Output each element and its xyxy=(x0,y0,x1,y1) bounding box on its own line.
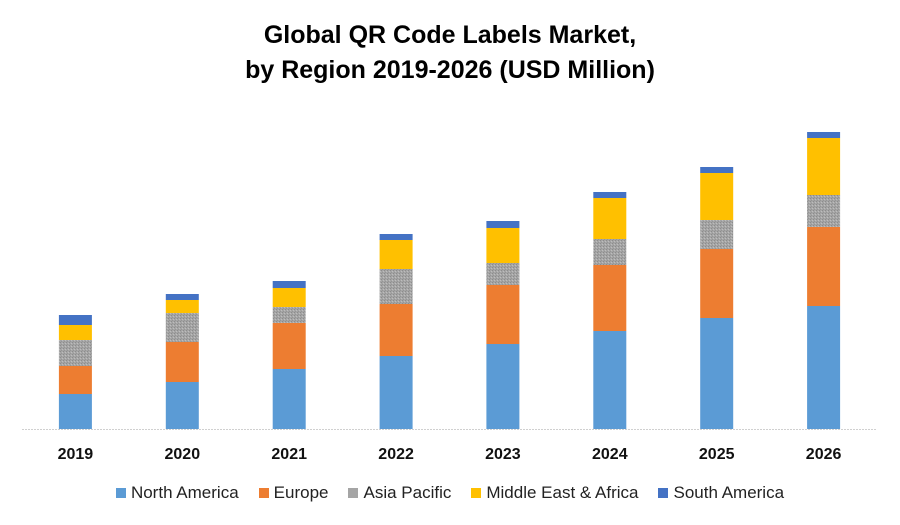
bar-2024-north-america xyxy=(593,331,627,429)
bar-2026-europe xyxy=(807,227,841,306)
bar-2024-south-america xyxy=(593,192,627,198)
chart-title-line-1: Global QR Code Labels Market, xyxy=(263,21,637,49)
bar-2026-south-america xyxy=(807,132,841,138)
bar-2025-north-america xyxy=(700,318,734,429)
x-tick-label-2026: 2026 xyxy=(806,446,842,463)
bar-2024-europe xyxy=(593,265,627,331)
bar-2022-asia-pacific xyxy=(379,269,413,304)
x-tick-label-2023: 2023 xyxy=(485,446,521,463)
bar-2022-europe xyxy=(379,304,413,356)
legend-swatch-south-america xyxy=(658,488,669,498)
legend: North America Europe Asia Pacific Middle Ea… xyxy=(0,483,900,503)
bar-2021-asia-pacific xyxy=(272,307,306,323)
x-tick-label-2025: 2025 xyxy=(699,446,735,463)
bar-2020-asia-pacific xyxy=(165,313,199,342)
bar-2026-north-america xyxy=(807,306,841,429)
bar-2024-middle-east-africa xyxy=(593,198,627,239)
bar-2019-middle-east-africa xyxy=(58,325,92,340)
legend-label-north-america: North America xyxy=(130,483,239,502)
legend-label-middle-east-africa: Middle East & Africa xyxy=(486,483,639,502)
bar-2025-asia-pacific xyxy=(700,220,734,249)
bar-2024-asia-pacific xyxy=(593,239,627,265)
legend-item-north-america: North America xyxy=(115,483,239,503)
bar-2021-middle-east-africa xyxy=(272,288,306,307)
legend-swatch-north-america xyxy=(115,488,126,498)
x-tick-label-2020: 2020 xyxy=(165,446,201,463)
bars-group xyxy=(58,132,841,429)
bar-2019-europe xyxy=(58,366,92,394)
legend-label-south-america: South America xyxy=(673,483,785,502)
bar-2023-europe xyxy=(486,285,520,344)
chart-title: Global QR Code Labels Market, by Region … xyxy=(0,18,900,88)
bar-2020-south-america xyxy=(165,294,199,300)
legend-swatch-asia-pacific xyxy=(348,488,359,498)
bar-2023-south-america xyxy=(486,221,520,228)
x-tick-labels: 2019 2020 2021 2022 2023 2024 2025 2026 xyxy=(58,446,842,463)
x-tick-label-2022: 2022 xyxy=(378,446,414,463)
x-tick-label-2019: 2019 xyxy=(58,446,94,463)
legend-item-middle-east-africa: Middle East & Africa xyxy=(471,483,638,503)
bar-2020-middle-east-africa xyxy=(165,300,199,313)
bar-2026-asia-pacific xyxy=(807,195,841,227)
bar-2026-middle-east-africa xyxy=(807,138,841,195)
x-tick-label-2024: 2024 xyxy=(592,446,628,463)
bar-2019-south-america xyxy=(58,315,92,325)
legend-item-asia-pacific: Asia Pacific xyxy=(348,483,451,503)
legend-item-europe: Europe xyxy=(258,483,329,503)
bar-2019-north-america xyxy=(58,394,92,429)
chart-title-line-2: by Region 2019-2026 (USD Million) xyxy=(245,56,655,84)
bar-2022-south-america xyxy=(379,234,413,240)
bar-2021-south-america xyxy=(272,281,306,288)
x-tick-label-2021: 2021 xyxy=(271,446,307,463)
bar-2020-north-america xyxy=(165,382,199,429)
bar-2019-asia-pacific xyxy=(58,340,92,366)
bar-2025-middle-east-africa xyxy=(700,173,734,220)
bar-2022-north-america xyxy=(379,356,413,429)
bar-2020-europe xyxy=(165,342,199,382)
legend-item-south-america: South America xyxy=(658,483,784,503)
stacked-bar-chart: 2019 2020 2021 2022 2023 2024 2025 2026 xyxy=(22,132,877,463)
bar-2023-middle-east-africa xyxy=(486,228,520,263)
bar-2025-europe xyxy=(700,249,734,318)
legend-swatch-europe xyxy=(258,488,269,498)
bar-2023-asia-pacific xyxy=(486,263,520,285)
bar-2023-north-america xyxy=(486,344,520,429)
bar-2021-north-america xyxy=(272,369,306,429)
legend-label-europe: Europe xyxy=(273,483,329,502)
bar-2021-europe xyxy=(272,323,306,369)
bar-2022-middle-east-africa xyxy=(379,240,413,269)
legend-swatch-middle-east-africa xyxy=(471,488,482,498)
bar-2025-south-america xyxy=(700,167,734,173)
legend-label-asia-pacific: Asia Pacific xyxy=(363,483,452,502)
